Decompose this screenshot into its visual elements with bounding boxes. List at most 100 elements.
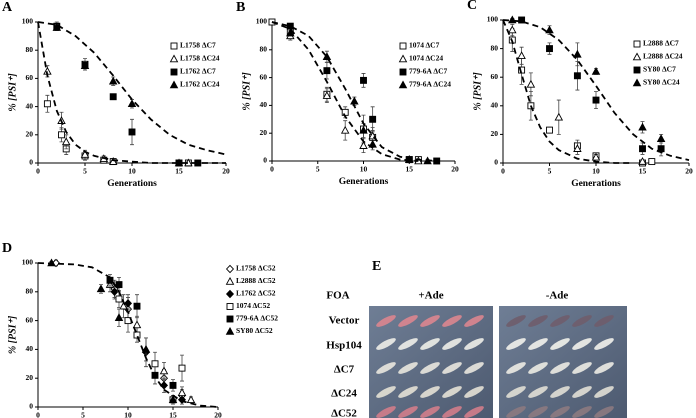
y-axis-title: % [PSI⁺] <box>472 72 483 111</box>
y-tick-label: 20 <box>26 130 34 139</box>
point <box>96 284 106 293</box>
yeast-streak <box>464 338 484 350</box>
point <box>286 28 295 37</box>
point <box>114 313 124 321</box>
y-tick-label: 80 <box>26 45 34 54</box>
x-tick-label: 0 <box>36 411 40 418</box>
x-tick-label: 5 <box>83 167 87 176</box>
point <box>177 388 187 396</box>
point <box>360 76 367 84</box>
yeast-streak <box>572 386 592 398</box>
legend-label: SY80 ΔC52 <box>236 326 273 335</box>
yeast-streak <box>572 362 592 374</box>
x-tick-label: 5 <box>548 167 552 176</box>
x-tick-label: 20 <box>451 165 459 174</box>
yeast-streak <box>506 406 526 418</box>
x-tick-label: 0 <box>501 167 505 176</box>
point <box>169 381 177 389</box>
yeast-streak <box>528 362 548 374</box>
y-tick-label: 40 <box>26 344 34 353</box>
point <box>592 96 600 104</box>
x-tick-label: 15 <box>169 411 177 418</box>
point <box>573 72 581 80</box>
y-tick-label: 60 <box>491 72 499 81</box>
x-tick-label: 10 <box>124 411 132 418</box>
yeast-streak <box>550 315 570 327</box>
point <box>168 395 178 404</box>
point <box>554 112 564 121</box>
panel-label: C <box>467 0 477 13</box>
panel-label: A <box>2 0 13 15</box>
legend-label: L1762 ΔC7 <box>180 67 216 76</box>
y-axis-title: % [PSI⁺] <box>7 315 18 354</box>
yeast-streak <box>550 362 570 374</box>
y-tick-label: 60 <box>260 72 268 81</box>
yeast-streak <box>376 338 396 350</box>
yeast-streak <box>572 338 592 350</box>
point <box>123 299 133 308</box>
point <box>518 16 526 24</box>
point <box>128 128 136 136</box>
point <box>633 66 641 74</box>
point <box>638 157 647 165</box>
point <box>186 395 196 404</box>
point <box>398 80 408 89</box>
point <box>80 150 90 158</box>
legend-label: L1762 ΔC52 <box>236 289 276 298</box>
point <box>323 67 331 75</box>
y-tick-label: 20 <box>260 128 268 137</box>
legend-label: SY80 ΔC7 <box>643 65 676 74</box>
x-tick-label: 0 <box>36 167 40 176</box>
point <box>546 45 553 53</box>
yeast-streak <box>420 386 440 398</box>
yeast-streak <box>442 338 462 350</box>
legend-label: L2888 ΔC52 <box>236 276 276 285</box>
x-axis-title: Generations <box>339 177 389 187</box>
row-label: ΔC52 <box>331 408 357 418</box>
legend-label: 1074 ΔC24 <box>409 54 443 63</box>
point <box>545 25 554 34</box>
point <box>350 96 359 105</box>
point <box>110 287 119 297</box>
yeast-streak <box>442 386 462 398</box>
legend-label: 1074 ΔC52 <box>236 301 270 310</box>
legend-label: L1762 ΔC24 <box>180 80 220 89</box>
x-tick-label: 10 <box>128 167 136 176</box>
yeast-streak <box>376 406 396 418</box>
yeast-streak <box>550 386 570 398</box>
yeast-streak <box>506 362 526 374</box>
x-tick-label: 20 <box>214 411 222 418</box>
point <box>398 54 408 63</box>
point <box>573 49 582 58</box>
y-tick-label: 0 <box>494 158 498 167</box>
y-tick-label: 0 <box>29 402 33 411</box>
point <box>341 108 349 116</box>
x-tick-label: 0 <box>270 165 274 174</box>
legend-label: L1758 ΔC7 <box>180 41 216 50</box>
y-tick-label: 100 <box>22 258 34 267</box>
x-axis-title: Generations <box>571 179 621 189</box>
point <box>225 276 235 285</box>
x-tick-label: 5 <box>81 411 85 418</box>
legend-label: 779-6A ΔC24 <box>409 80 451 89</box>
row-label: Vector <box>329 315 360 327</box>
y-tick-label: 80 <box>260 45 268 54</box>
point <box>159 366 169 375</box>
point <box>632 78 642 87</box>
point <box>517 51 526 59</box>
fit-curve <box>502 19 690 161</box>
yeast-streak <box>572 315 592 327</box>
fit-curve <box>37 262 219 408</box>
yeast-streak <box>420 338 440 350</box>
fit-curve <box>271 21 419 162</box>
yeast-streak <box>506 338 526 350</box>
point <box>226 303 234 310</box>
fit-curve <box>502 19 634 164</box>
row-label: Hsp104 <box>326 340 362 352</box>
point <box>159 381 169 390</box>
point <box>369 115 377 123</box>
column-label: -Ade <box>546 290 569 302</box>
legend-label: 779-6A ΔC7 <box>409 67 447 76</box>
point <box>178 364 186 372</box>
